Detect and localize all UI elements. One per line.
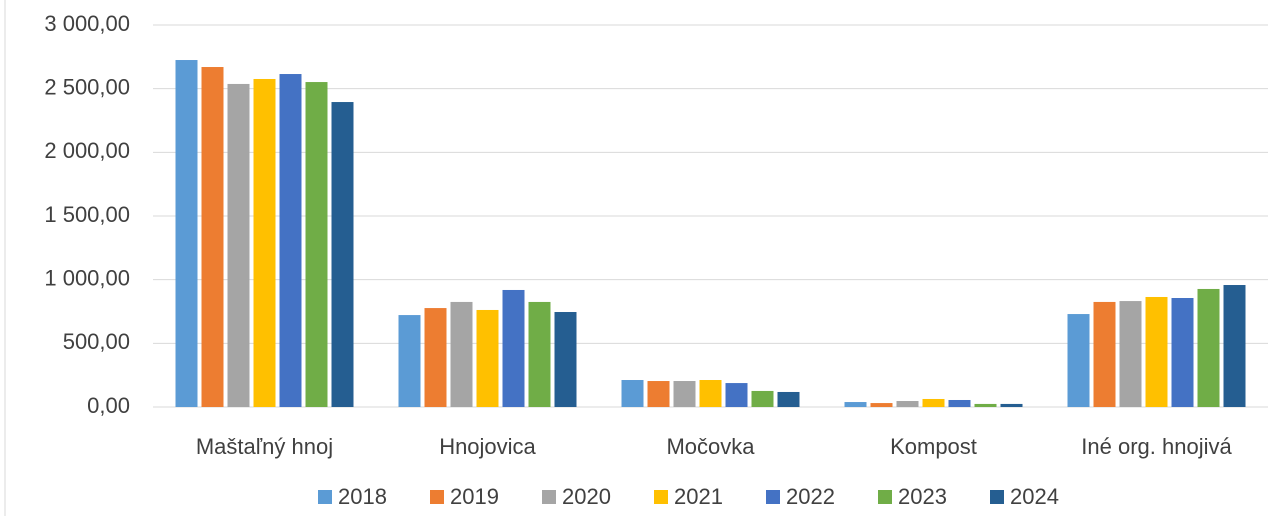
x-tick-label: Kompost bbox=[890, 434, 977, 459]
x-tick-label: Močovka bbox=[666, 434, 755, 459]
x-tick-label: Iné org. hnojivá bbox=[1081, 434, 1232, 459]
bar bbox=[725, 383, 748, 407]
bar bbox=[1145, 296, 1168, 407]
bar bbox=[227, 83, 250, 408]
legend-swatch bbox=[766, 490, 780, 504]
bar bbox=[1171, 298, 1194, 407]
y-tick-label: 1 000,00 bbox=[44, 265, 130, 290]
y-tick-label: 2 500,00 bbox=[44, 74, 130, 99]
legend-label: 2018 bbox=[338, 484, 387, 509]
bar bbox=[1197, 288, 1220, 407]
bar bbox=[777, 391, 800, 407]
legend-label: 2024 bbox=[1010, 484, 1059, 509]
bar bbox=[1119, 301, 1142, 407]
bar bbox=[1093, 301, 1116, 407]
x-tick-label: Hnojovica bbox=[439, 434, 536, 459]
bar bbox=[974, 403, 997, 407]
legend-label: 2023 bbox=[898, 484, 947, 509]
y-tick-label: 0,00 bbox=[87, 393, 130, 418]
y-tick-label: 1 500,00 bbox=[44, 202, 130, 227]
bar bbox=[528, 301, 551, 407]
legend-swatch bbox=[878, 490, 892, 504]
bar bbox=[175, 60, 198, 408]
bar bbox=[331, 102, 354, 407]
bar bbox=[751, 390, 774, 407]
legend-label: 2022 bbox=[786, 484, 835, 509]
bar bbox=[844, 402, 867, 407]
bar bbox=[201, 67, 224, 408]
bar bbox=[450, 301, 473, 407]
bar bbox=[554, 312, 577, 407]
x-tick-label: Maštaľný hnoj bbox=[196, 434, 333, 459]
legend-swatch bbox=[430, 490, 444, 504]
bar bbox=[502, 289, 525, 407]
bar bbox=[647, 381, 670, 407]
legend-label: 2019 bbox=[450, 484, 499, 509]
bar bbox=[253, 78, 276, 408]
legend-label: 2021 bbox=[674, 484, 723, 509]
bar bbox=[1223, 285, 1246, 407]
legend-swatch bbox=[542, 490, 556, 504]
bar bbox=[424, 308, 447, 407]
bar bbox=[870, 403, 893, 407]
bar bbox=[896, 401, 919, 407]
bar bbox=[1000, 403, 1023, 407]
bar bbox=[621, 380, 644, 407]
bar bbox=[699, 380, 722, 407]
y-tick-label: 3 000,00 bbox=[44, 11, 130, 36]
y-tick-label: 2 000,00 bbox=[44, 138, 130, 163]
bar bbox=[305, 82, 328, 407]
legend-swatch bbox=[318, 490, 332, 504]
legend-swatch bbox=[654, 490, 668, 504]
legend-label: 2020 bbox=[562, 484, 611, 509]
bar bbox=[398, 315, 421, 407]
bar bbox=[948, 399, 971, 407]
bar bbox=[279, 74, 302, 408]
bar bbox=[1067, 314, 1090, 407]
y-tick-label: 500,00 bbox=[63, 329, 130, 354]
bar bbox=[673, 381, 696, 407]
legend-swatch bbox=[990, 490, 1004, 504]
bar bbox=[922, 398, 945, 407]
bar bbox=[476, 309, 499, 407]
